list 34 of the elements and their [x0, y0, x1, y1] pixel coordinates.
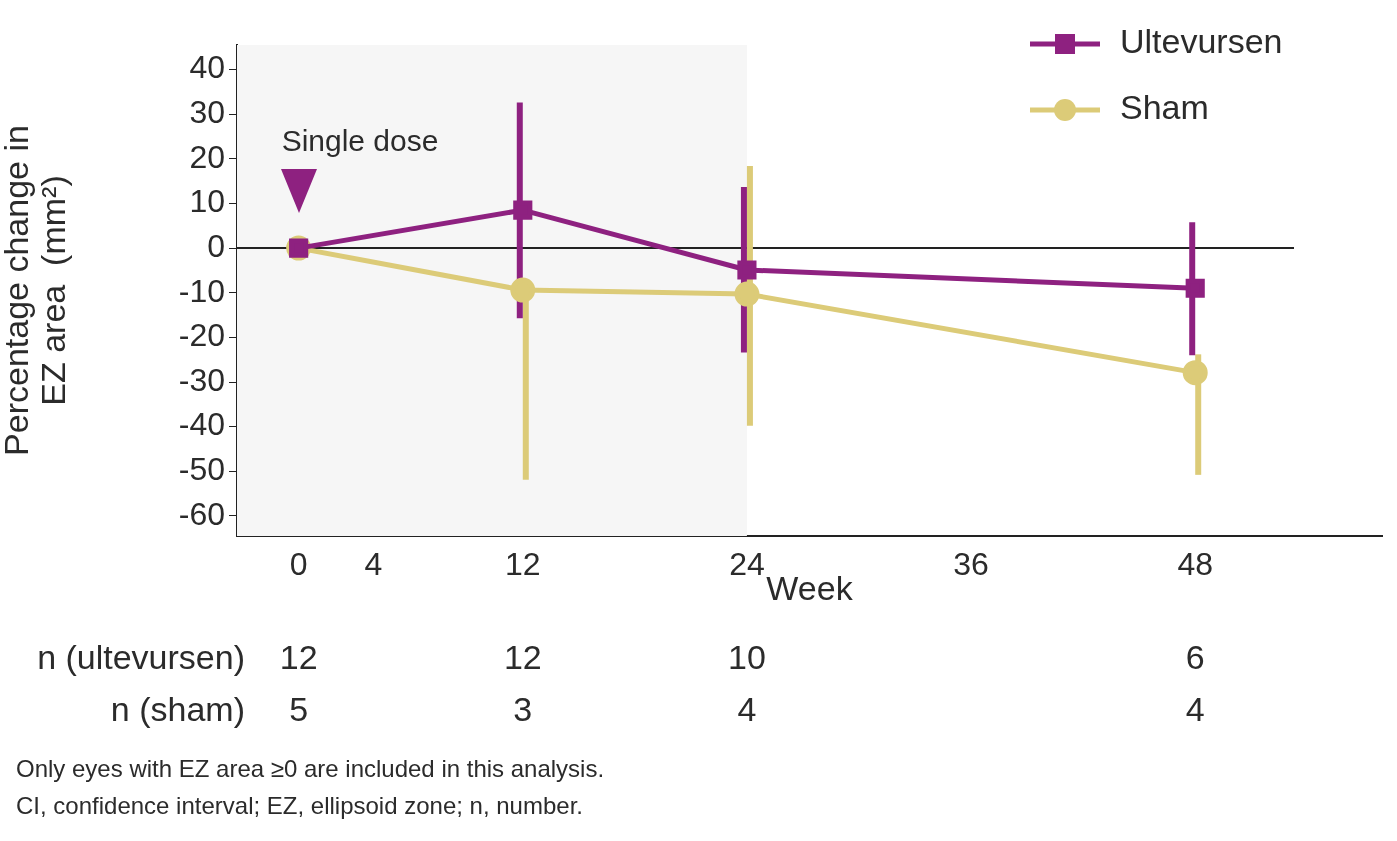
text: 3 — [513, 690, 533, 729]
y-tick-label: -30 — [178, 361, 225, 398]
y-axis-title: Percentage change in EZ area (mm²) — [0, 125, 73, 456]
y-tick-label: -10 — [178, 272, 225, 309]
x-tick-label: 48 — [1177, 546, 1214, 583]
text: 12 — [503, 638, 542, 677]
text: 4 — [1185, 690, 1205, 729]
text: n (ultevursen) — [37, 638, 245, 677]
y-tick-label: 0 — [207, 227, 225, 264]
annotation: Single dose — [281, 124, 439, 157]
x-tick-label: 24 — [729, 546, 765, 583]
y-tick-label: 30 — [189, 94, 225, 131]
y-tick-label: -20 — [178, 317, 225, 354]
text: Only eyes with EZ area ≥0 are included in this analysis. — [16, 754, 605, 782]
y-tick-label: -40 — [178, 406, 225, 443]
legend-label: Sham — [1120, 88, 1209, 127]
text: 10 — [728, 638, 766, 677]
text: 6 — [1185, 638, 1205, 677]
x-tick-label: 0 — [289, 546, 308, 583]
legend-label: Ultevursen — [1120, 22, 1283, 61]
text: CI, confidence interval; EZ, ellipsoid zone; n, number. — [16, 791, 583, 819]
y-tick-label: 20 — [189, 138, 225, 175]
x-tick-label: 4 — [364, 546, 383, 583]
y-tick-label: -50 — [178, 451, 225, 488]
text: n (sham) — [110, 690, 245, 729]
y-tick-label: 10 — [189, 183, 225, 220]
text: 12 — [279, 638, 318, 677]
x-tick-label: 36 — [953, 546, 989, 583]
y-tick-label: -60 — [178, 495, 225, 532]
text: 5 — [289, 690, 309, 729]
text: 4 — [737, 690, 757, 729]
x-tick-label: 12 — [504, 546, 541, 583]
x-axis-title: Week — [766, 568, 854, 607]
y-tick-label: 40 — [189, 49, 225, 86]
